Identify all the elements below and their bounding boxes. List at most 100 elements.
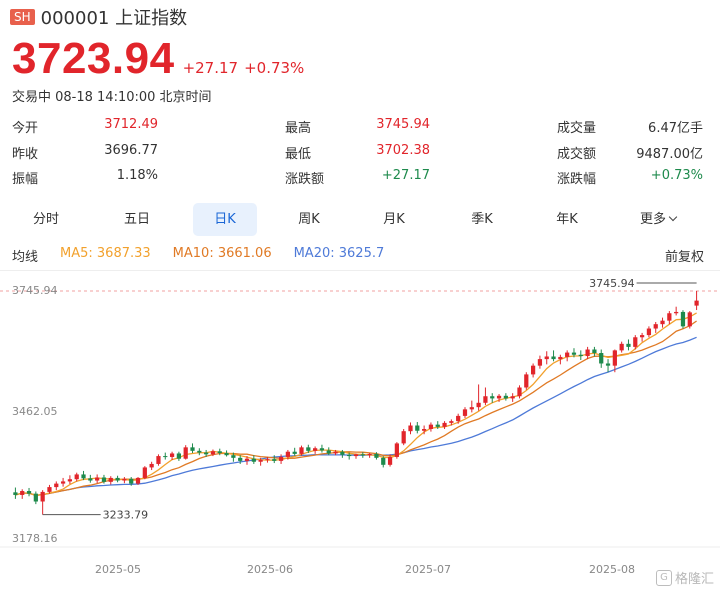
- candle: [47, 484, 52, 494]
- y-tick-label-bottom: 3178.16: [12, 532, 58, 545]
- candle-body: [326, 450, 331, 454]
- candle-body: [210, 451, 216, 455]
- candle-body: [503, 395, 508, 399]
- candle-body: [646, 328, 652, 336]
- tab-weekly-k[interactable]: 周K: [298, 212, 320, 227]
- candle-body: [415, 425, 420, 431]
- candle: [517, 385, 522, 399]
- candle-body: [163, 456, 168, 458]
- candle-body: [101, 477, 107, 482]
- candle: [456, 413, 461, 424]
- watermark-text: 格隆汇: [674, 572, 714, 587]
- tab-quarterly-k[interactable]: 季K: [471, 212, 493, 227]
- stock-title: 000001 上证指数: [40, 8, 188, 29]
- candle: [190, 443, 195, 454]
- candle-body: [353, 454, 359, 457]
- candle: [605, 359, 611, 373]
- candle-body: [285, 451, 290, 457]
- candle: [210, 449, 216, 457]
- candle-body: [265, 459, 270, 461]
- ma20-value: MA20: 3625.7: [293, 246, 385, 261]
- tab-intraday[interactable]: 分时: [32, 212, 59, 227]
- candle: [442, 421, 447, 429]
- candle: [20, 489, 25, 499]
- candle-body: [565, 352, 570, 357]
- candle: [224, 450, 229, 457]
- tab-yearly-k[interactable]: 年K: [556, 212, 578, 227]
- candle: [319, 444, 325, 453]
- price-change: +27.17: [182, 59, 239, 77]
- candle-body: [571, 352, 577, 355]
- candle-body: [660, 320, 665, 325]
- candle: [626, 339, 631, 351]
- candle: [176, 451, 182, 461]
- candle-body: [605, 363, 611, 366]
- tab-five-day[interactable]: 五日: [123, 212, 150, 227]
- candle-body: [653, 324, 658, 329]
- candle: [619, 341, 624, 353]
- candle: [360, 452, 365, 458]
- candle-body: [394, 443, 399, 457]
- candle-body: [319, 448, 325, 451]
- candle-body: [74, 474, 79, 480]
- candle: [26, 487, 32, 497]
- candle-body: [135, 477, 141, 484]
- price-adjust-toggle[interactable]: 前复权: [664, 250, 704, 265]
- candle-body: [360, 454, 365, 456]
- candle-body: [142, 467, 147, 478]
- tab-monthly-k[interactable]: 月K: [383, 212, 405, 227]
- candle-body: [272, 459, 277, 461]
- candle: [251, 455, 256, 464]
- ma5-value: MA5: 3687.33: [60, 246, 151, 261]
- candle-body: [251, 458, 256, 462]
- candle-body: [633, 337, 638, 347]
- candle: [33, 491, 38, 505]
- candle: [578, 350, 583, 360]
- amplitude-label: 振幅: [12, 172, 39, 187]
- candle: [326, 447, 331, 456]
- candlestick-chart[interactable]: 3745.94 3462.05 3178.16 2025-05 2025-06 …: [0, 270, 720, 580]
- candle: [149, 461, 154, 471]
- candle-body: [26, 491, 32, 494]
- candle-body: [408, 425, 413, 432]
- candle-body: [299, 447, 304, 454]
- candle-body: [183, 447, 188, 459]
- change-amount-value: +27.17: [381, 168, 430, 183]
- ma-legend: 均线 MA5: 3687.33 MA10: 3661.06 MA20: 3625…: [12, 246, 406, 265]
- candle-body: [435, 424, 440, 427]
- candle: [54, 481, 59, 491]
- watermark-logo-icon: G: [655, 569, 672, 586]
- x-tick-label: 2025-06: [247, 563, 293, 576]
- candle: [476, 384, 481, 411]
- amplitude-value: 1.18%: [116, 168, 158, 183]
- open-value: 3712.49: [104, 117, 158, 132]
- candle-body: [490, 396, 495, 399]
- candle: [13, 487, 18, 499]
- tab-daily-k[interactable]: 日K: [193, 203, 257, 236]
- quote-row: 3723.94 +27.17 +0.73%: [12, 34, 304, 84]
- candle-body: [537, 359, 543, 366]
- candle: [592, 346, 597, 357]
- candle-body: [374, 453, 379, 458]
- candle: [115, 475, 120, 483]
- candle-body: [306, 447, 311, 451]
- candle-body: [442, 422, 447, 427]
- candle-body: [217, 451, 222, 454]
- trade-status: 交易中 08-18 14:10:00 北京时间: [12, 90, 212, 105]
- candle-body: [469, 407, 474, 410]
- candle: [204, 449, 209, 457]
- candle-body: [347, 454, 352, 457]
- watermark: G 格隆汇: [655, 568, 714, 587]
- candle: [244, 456, 250, 465]
- candle: [95, 474, 100, 484]
- candle: [238, 455, 243, 464]
- candle: [265, 456, 270, 463]
- candle-body: [510, 396, 515, 399]
- tab-more-label: 更多: [639, 212, 666, 227]
- candle-body: [224, 453, 229, 456]
- tab-more[interactable]: 更多: [626, 203, 690, 236]
- candle-body: [680, 311, 686, 327]
- prev-close-label: 昨收: [12, 147, 39, 162]
- candle: [313, 446, 318, 454]
- candle: [551, 350, 556, 362]
